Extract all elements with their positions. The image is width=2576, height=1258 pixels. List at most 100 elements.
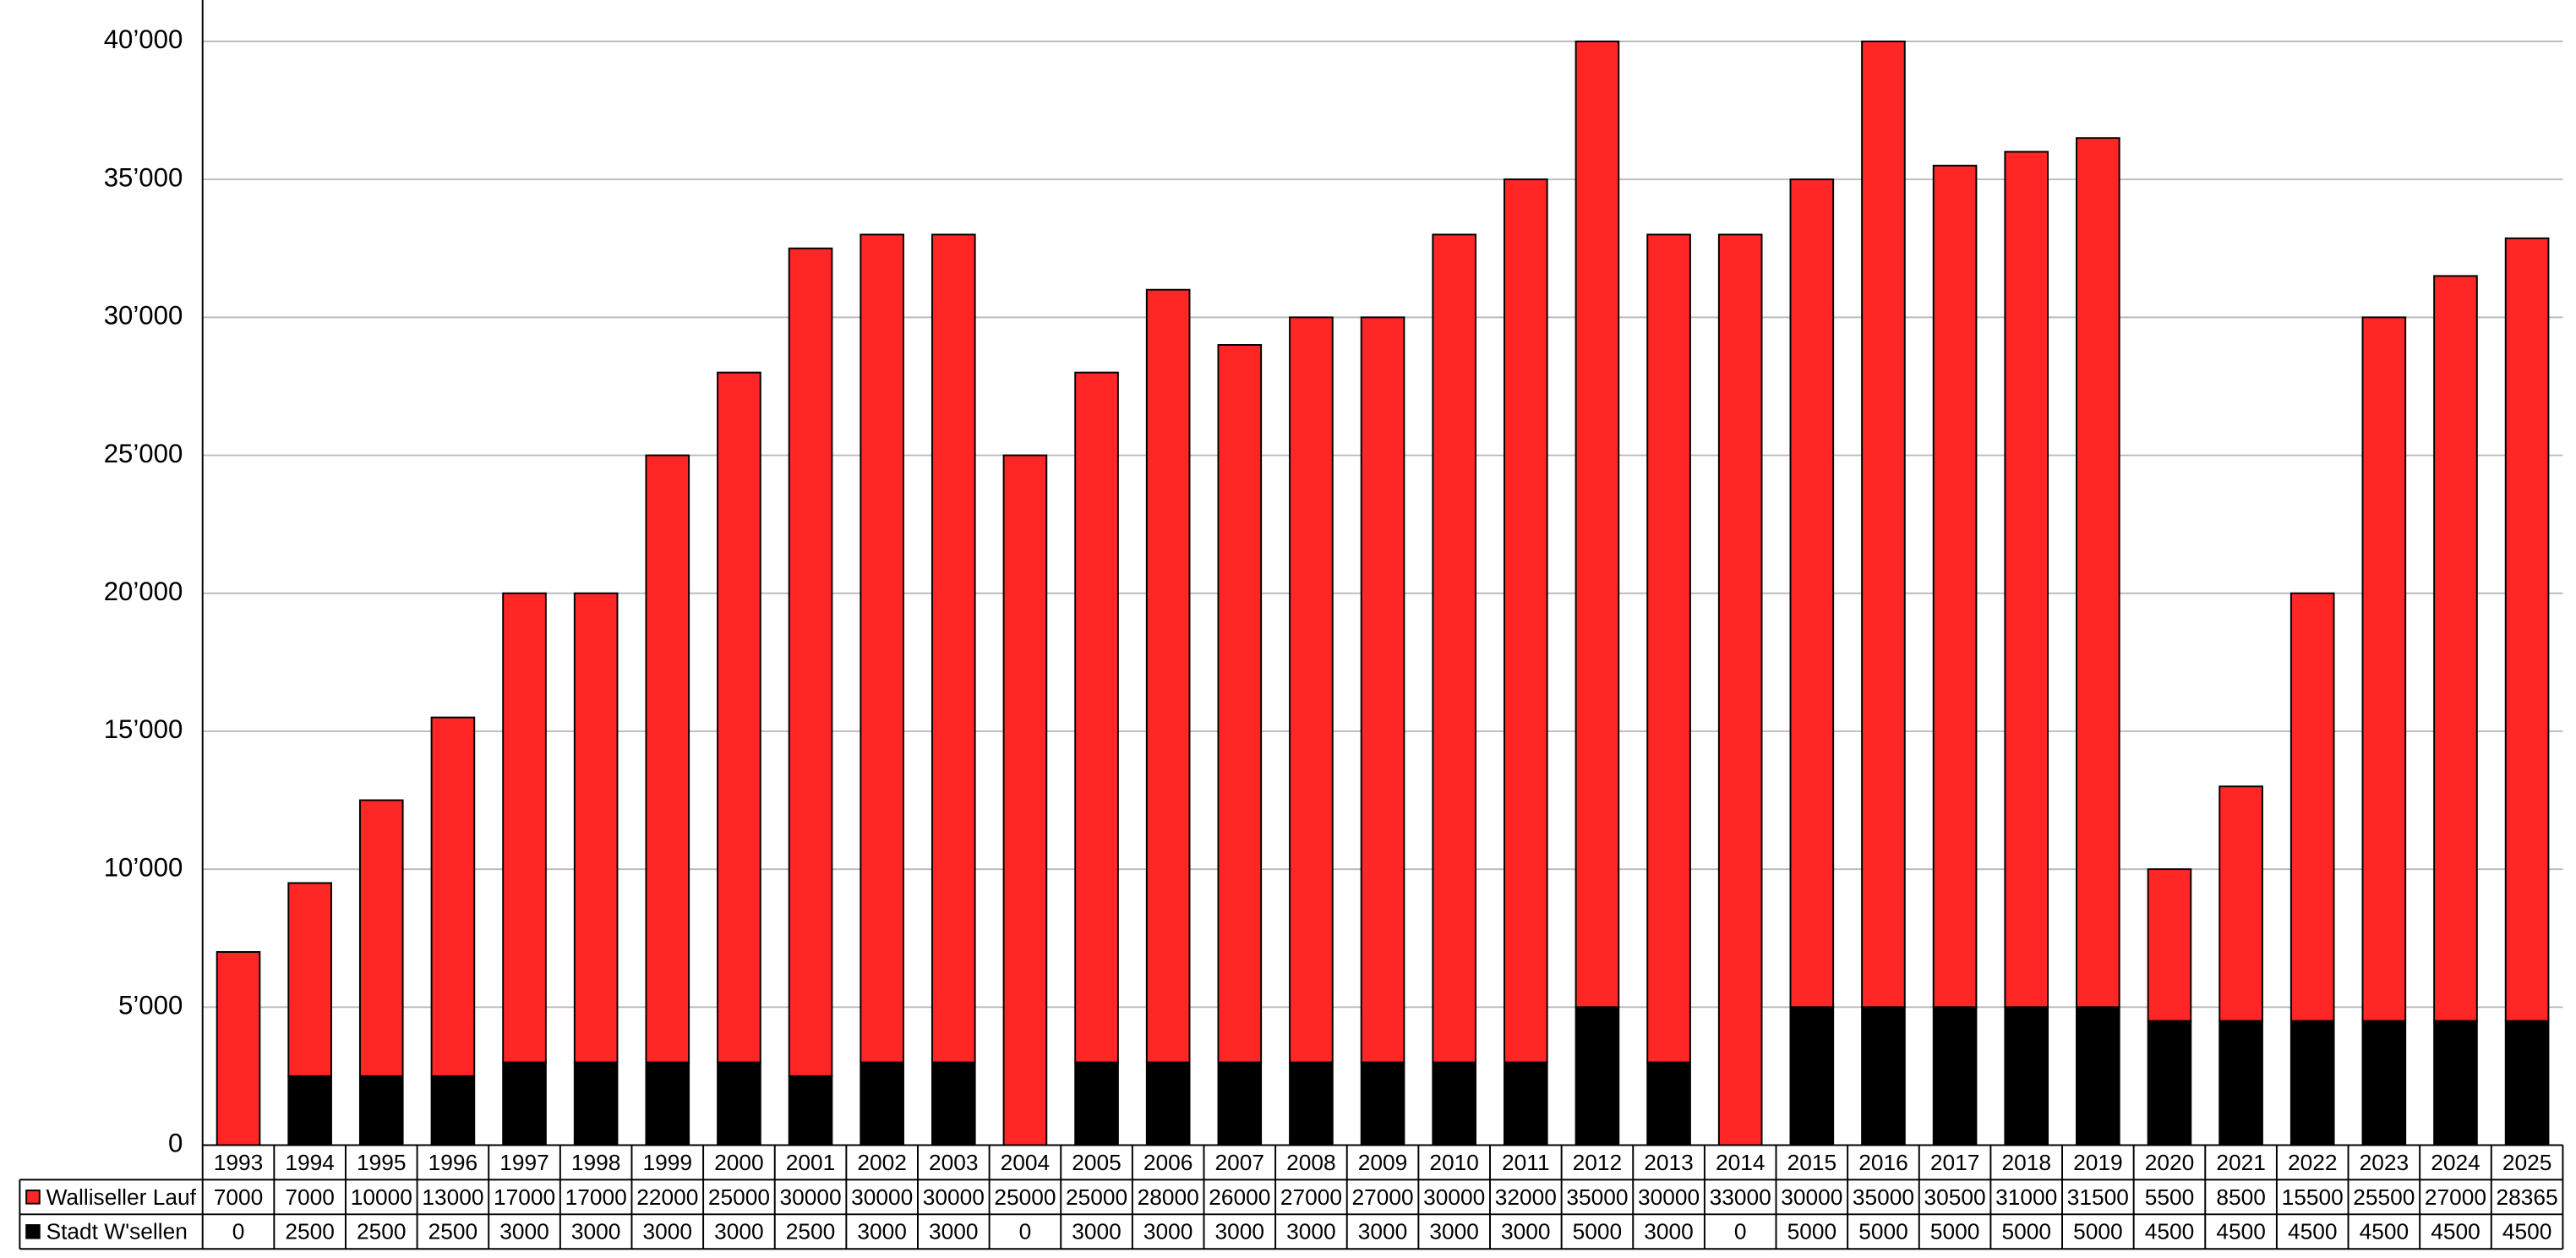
table-value: 2500 — [285, 1219, 335, 1244]
table-value: 3000 — [1358, 1219, 1408, 1244]
x-tick-label: 2005 — [1072, 1150, 1122, 1175]
y-tick-label: 10’000 — [104, 852, 183, 882]
bar-segment — [1646, 1061, 1691, 1146]
table-value: 4500 — [2216, 1219, 2266, 1244]
legend-label: Walliseller Lauf — [46, 1184, 197, 1210]
table-value: 5000 — [2001, 1219, 2051, 1244]
table-value: 5000 — [1787, 1219, 1837, 1244]
x-tick-label: 2017 — [1930, 1150, 1980, 1175]
bar-segment — [1789, 178, 1835, 1009]
bar-segment — [1575, 41, 1620, 1009]
legend-label: Stadt W'sellen — [46, 1219, 188, 1244]
x-tick-label: 2004 — [1001, 1150, 1051, 1175]
table-value: 32000 — [1495, 1184, 1557, 1210]
table-value: 30000 — [779, 1184, 841, 1210]
bar-segment — [2147, 868, 2192, 1022]
table-value: 35000 — [1853, 1184, 1914, 1210]
table-value: 30000 — [923, 1184, 985, 1210]
legend-key — [25, 1224, 41, 1239]
bar-segment — [1074, 371, 1119, 1064]
bar-segment — [1575, 1006, 1620, 1146]
x-tick-label: 2023 — [2360, 1150, 2410, 1175]
table-value: 5000 — [1573, 1219, 1623, 1244]
y-tick-label: 15’000 — [104, 714, 183, 744]
table-value: 17000 — [565, 1184, 627, 1210]
x-tick-label: 2024 — [2431, 1150, 2480, 1175]
table-value: 33000 — [1710, 1184, 1771, 1210]
bar-segment — [1932, 164, 1978, 1009]
bar-segment — [1861, 1006, 1906, 1146]
table-value: 0 — [1019, 1219, 1032, 1244]
bar-segment — [2147, 1020, 2192, 1146]
y-tick-label: 5’000 — [118, 991, 183, 1020]
bar-segment — [1717, 233, 1763, 1146]
x-tick-label: 2011 — [1502, 1150, 1550, 1175]
table-value: 5500 — [2145, 1184, 2195, 1210]
bar-segment — [1217, 344, 1263, 1064]
x-tick-label: 1999 — [643, 1150, 693, 1175]
x-tick-label: 2025 — [2502, 1150, 2552, 1175]
table-value: 4500 — [2431, 1219, 2480, 1244]
x-tick-label: 2021 — [2216, 1150, 2266, 1175]
table-value: 3000 — [1215, 1219, 1265, 1244]
bar-segment — [2504, 1020, 2550, 1146]
x-tick-label: 2012 — [1573, 1150, 1623, 1175]
table-value: 26000 — [1209, 1184, 1270, 1210]
x-tick-label: 1994 — [285, 1150, 335, 1175]
y-tick-label: 25’000 — [104, 439, 183, 468]
x-tick-label: 2007 — [1215, 1150, 1265, 1175]
x-tick-label: 2013 — [1644, 1150, 1694, 1175]
bar-segment — [216, 951, 261, 1146]
y-tick-label: 40’000 — [104, 25, 183, 54]
table-value: 27000 — [1351, 1184, 1413, 1210]
bar-segment — [430, 1075, 476, 1146]
table-value: 0 — [232, 1219, 245, 1244]
bar-segment — [1432, 233, 1476, 1064]
x-tick-label: 1996 — [428, 1150, 478, 1175]
table-value: 3000 — [1286, 1219, 1336, 1244]
table-value: 3000 — [857, 1219, 907, 1244]
table-value: 30000 — [1781, 1184, 1842, 1210]
table-value: 4500 — [2360, 1219, 2410, 1244]
table-value: 30000 — [851, 1184, 913, 1210]
bar-segment — [1002, 454, 1048, 1146]
table-value: 30000 — [1638, 1184, 1700, 1210]
bar-segment — [2004, 150, 2049, 1009]
bar-segment — [1289, 1061, 1334, 1146]
bar-segment — [2076, 1006, 2120, 1146]
bar-segment — [788, 247, 833, 1077]
table-value: 7000 — [214, 1184, 264, 1210]
bar-segment — [2219, 785, 2263, 1022]
table-value: 31500 — [2067, 1184, 2129, 1210]
x-tick-label: 2019 — [2073, 1150, 2123, 1175]
bar-segment — [2433, 275, 2478, 1022]
bar-segment — [1504, 1061, 1548, 1146]
x-tick-label: 2015 — [1787, 1150, 1837, 1175]
bar-segment — [1646, 233, 1691, 1064]
y-tick-label: 20’000 — [104, 577, 183, 606]
bar-segment — [1360, 1061, 1405, 1146]
bar-segment — [2219, 1020, 2263, 1146]
table-value: 25000 — [1066, 1184, 1127, 1210]
bar-segment — [2504, 237, 2550, 1022]
table-value: 28365 — [2497, 1184, 2558, 1210]
bar-segment — [717, 371, 761, 1064]
bar-segment — [717, 1061, 761, 1146]
x-tick-label: 2000 — [714, 1150, 764, 1175]
bar-segment — [573, 592, 619, 1064]
bar-segment — [2289, 592, 2335, 1022]
bar-segment — [1789, 1006, 1835, 1146]
x-tick-label: 2008 — [1286, 1150, 1336, 1175]
table-value: 22000 — [636, 1184, 698, 1210]
bar-segment — [860, 233, 904, 1064]
bar-segment — [502, 592, 547, 1064]
table-value: 3000 — [1072, 1219, 1122, 1244]
table-value: 3000 — [714, 1219, 764, 1244]
bar-segment — [287, 882, 332, 1077]
bar-segment — [860, 1061, 904, 1146]
table-value: 3000 — [1501, 1219, 1551, 1244]
table-value: 2500 — [357, 1219, 407, 1244]
bar-segment — [2361, 316, 2407, 1022]
bar-segment — [1504, 178, 1548, 1064]
table-value: 25500 — [2353, 1184, 2415, 1210]
